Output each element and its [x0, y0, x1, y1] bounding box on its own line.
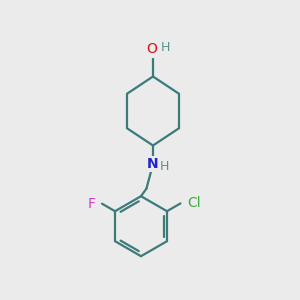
Text: F: F: [87, 197, 95, 211]
Text: Cl: Cl: [187, 196, 201, 210]
Text: H: H: [160, 160, 169, 173]
Text: O: O: [146, 42, 157, 56]
Text: H: H: [161, 41, 170, 54]
Text: N: N: [147, 157, 159, 171]
